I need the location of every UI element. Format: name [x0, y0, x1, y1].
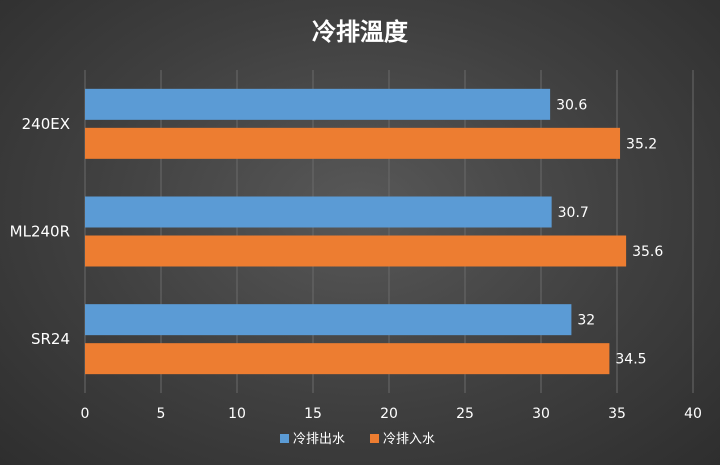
legend-swatch [280, 434, 289, 443]
x-tick-label: 40 [684, 406, 702, 422]
x-axis-ticks: 0 5 10 15 20 25 30 35 40 [81, 406, 702, 422]
x-tick-label: 20 [380, 406, 398, 422]
gridlines [84, 70, 694, 393]
legend-swatch [370, 434, 379, 443]
x-tick-label: 5 [157, 406, 166, 422]
x-tick-label: 30 [532, 406, 550, 422]
x-tick-label: 10 [228, 406, 246, 422]
category-label: SR24 [31, 330, 70, 348]
category-label: 240EX [22, 115, 70, 133]
bar [85, 196, 552, 228]
bar [85, 304, 572, 336]
legend: 冷排出水 冷排入水 [280, 432, 435, 447]
data-label: 35.2 [626, 136, 657, 152]
data-label: 35.6 [632, 244, 663, 260]
data-label: 30.6 [556, 97, 587, 113]
data-label: 30.7 [558, 205, 589, 221]
legend-label: 冷排出水 [293, 432, 345, 447]
category-labels: 240EX ML240R SR24 [10, 115, 70, 348]
category-label: ML240R [10, 223, 70, 241]
x-tick-label: 15 [304, 406, 322, 422]
x-tick-label: 35 [608, 406, 626, 422]
legend-label: 冷排入水 [383, 432, 435, 447]
data-label: 34.5 [615, 352, 646, 368]
bars: 30.6 35.2 30.7 35.6 32 34.5 [85, 88, 663, 375]
bar [85, 88, 551, 120]
bar [85, 235, 627, 267]
x-tick-label: 0 [81, 406, 90, 422]
bar [85, 343, 610, 375]
bar [85, 127, 621, 159]
chart-title: 冷排溫度 [312, 18, 409, 46]
x-tick-label: 25 [456, 406, 474, 422]
data-label: 32 [577, 313, 595, 329]
